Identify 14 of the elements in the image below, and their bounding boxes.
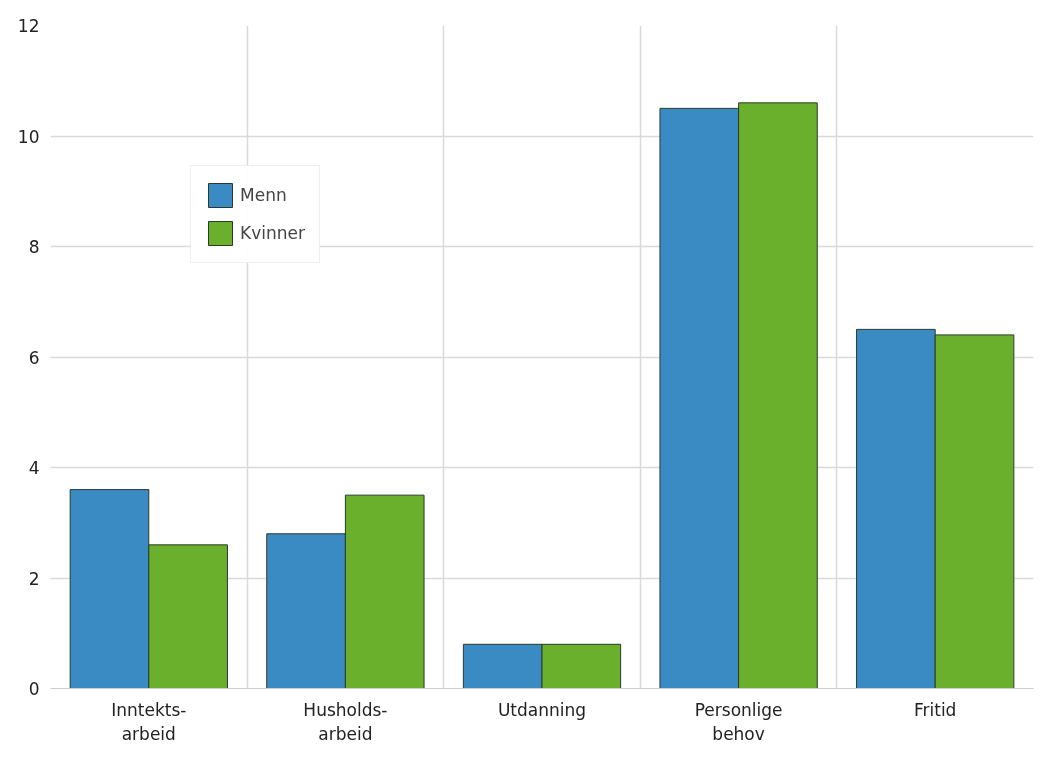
y-tick-label: 10 bbox=[17, 126, 40, 147]
y-tick-label: 12 bbox=[17, 16, 40, 36]
legend-label: Kvinner bbox=[240, 223, 305, 243]
y-tick-label: 6 bbox=[28, 347, 40, 368]
y-tick-label: 4 bbox=[28, 458, 40, 478]
x-tick-label: Utdanning bbox=[497, 699, 587, 720]
x-tick-label: Fritid bbox=[913, 699, 957, 720]
x-tick-label: Husholds- arbeid bbox=[303, 699, 388, 744]
x-tick-label: Personlige behov bbox=[694, 699, 783, 744]
y-tick-label: 2 bbox=[28, 568, 40, 589]
x-tick-label: Inntekts- arbeid bbox=[111, 699, 187, 744]
legend-label: Menn bbox=[240, 185, 287, 205]
y-tick-label: 8 bbox=[28, 237, 40, 257]
y-tick-label: 0 bbox=[28, 679, 40, 699]
